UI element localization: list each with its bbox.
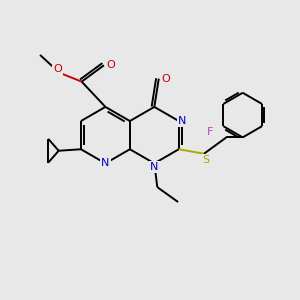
Text: O: O bbox=[53, 64, 62, 74]
Text: N: N bbox=[101, 158, 110, 168]
Text: O: O bbox=[161, 74, 170, 84]
Text: S: S bbox=[202, 155, 209, 165]
Text: N: N bbox=[178, 116, 187, 126]
Text: O: O bbox=[106, 60, 115, 70]
Text: F: F bbox=[207, 127, 213, 137]
Text: N: N bbox=[150, 162, 158, 172]
